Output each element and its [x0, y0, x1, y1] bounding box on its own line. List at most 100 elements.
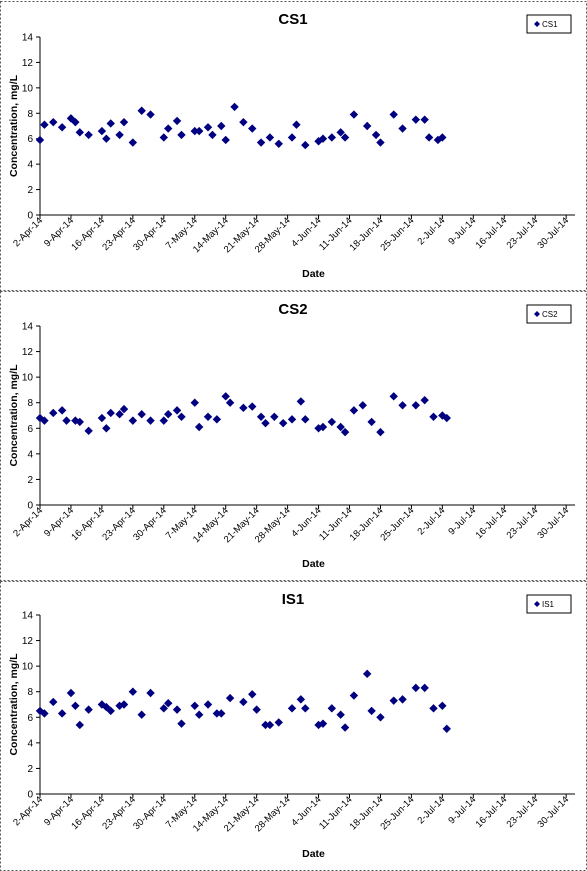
data-point	[208, 130, 217, 140]
y-tick-label: 6	[27, 424, 33, 435]
legend: IS1	[526, 594, 572, 614]
data-point	[119, 117, 129, 127]
y-tick-label: 10	[22, 83, 34, 94]
data-point	[411, 401, 421, 410]
panel-frame	[0, 581, 587, 871]
data-point	[318, 719, 328, 728]
y-tick-label: 14	[22, 33, 34, 44]
data-point	[190, 126, 199, 136]
y-tick-label: 0	[27, 790, 33, 801]
data-point	[177, 130, 186, 140]
data-point	[398, 695, 407, 704]
data-point	[66, 688, 76, 698]
data-point	[62, 416, 71, 425]
data-point	[217, 709, 226, 718]
data-point	[376, 713, 385, 722]
data-point	[106, 706, 115, 716]
y-tick-label: 10	[22, 373, 34, 384]
x-axis-label: Date	[302, 558, 325, 570]
y-tick-label: 8	[27, 398, 33, 409]
data-point	[172, 116, 182, 126]
data-point	[40, 120, 49, 129]
data-point	[362, 121, 372, 131]
legend: CS1	[526, 14, 572, 34]
chart-panel-cs2: CS2024681012142-Apr-149-Apr-1416-Apr-142…	[0, 291, 587, 581]
data-point	[376, 427, 385, 437]
y-tick-label: 8	[27, 687, 33, 698]
data-point	[115, 130, 124, 140]
data-point	[137, 710, 146, 719]
data-point	[287, 704, 297, 713]
data-point	[190, 701, 199, 710]
legend-marker-icon	[534, 601, 540, 607]
data-point	[336, 422, 345, 432]
data-point	[274, 718, 283, 727]
data-point	[172, 406, 182, 415]
legend-box	[526, 14, 572, 34]
data-point	[146, 688, 155, 698]
data-point	[177, 719, 186, 728]
y-tick-label: 14	[22, 611, 34, 622]
data-point	[159, 133, 169, 142]
data-point	[301, 140, 310, 150]
data-point	[172, 705, 182, 714]
data-point	[75, 417, 84, 427]
data-point	[164, 410, 173, 419]
y-axis-label: Concentration, mg/L	[8, 364, 20, 467]
data-point	[49, 117, 58, 127]
data-point	[159, 704, 169, 713]
data-point	[49, 697, 58, 707]
x-axis-label: Date	[302, 268, 325, 280]
legend-box	[526, 594, 572, 614]
data-point	[274, 139, 283, 148]
data-point	[225, 693, 235, 703]
data-point	[261, 418, 270, 428]
data-point	[327, 133, 337, 142]
data-point	[40, 709, 49, 718]
legend-marker-icon	[534, 21, 540, 27]
data-point	[318, 422, 328, 432]
y-tick-label: 8	[27, 109, 33, 120]
data-point	[248, 124, 257, 133]
data-point	[367, 417, 376, 427]
data-point	[84, 130, 93, 140]
data-point	[340, 133, 350, 142]
data-point	[411, 115, 421, 124]
data-point	[367, 706, 376, 716]
data-point	[429, 412, 438, 421]
data-point	[420, 115, 429, 124]
data-point	[146, 110, 155, 119]
data-point	[270, 412, 279, 421]
data-point	[239, 117, 248, 127]
data-point	[261, 720, 270, 730]
data-point	[314, 137, 323, 146]
data-point	[239, 697, 248, 707]
data-point	[177, 412, 186, 421]
data-point	[349, 406, 359, 415]
data-point	[398, 124, 407, 133]
data-point	[442, 413, 451, 423]
data-point	[57, 123, 67, 132]
legend-label: IS1	[542, 600, 555, 609]
data-point	[203, 412, 213, 421]
y-tick-label: 6	[27, 713, 33, 724]
data-point	[128, 687, 138, 696]
y-tick-label: 4	[27, 160, 33, 171]
y-tick-label: 6	[27, 134, 33, 145]
y-axis-label: Concentration, mg/L	[8, 653, 20, 756]
data-point	[217, 121, 226, 131]
data-point	[212, 415, 222, 424]
data-point	[376, 138, 385, 147]
data-point	[75, 720, 84, 730]
data-point	[301, 704, 310, 713]
chart-panel-cs1: CS1024681012142-Apr-149-Apr-1416-Apr-142…	[0, 1, 587, 291]
data-point	[84, 705, 93, 714]
data-point	[252, 705, 261, 714]
legend: CS2	[526, 304, 572, 324]
data-point	[106, 119, 115, 128]
data-point	[75, 128, 84, 137]
panel-frame	[0, 291, 587, 581]
data-point	[389, 110, 398, 119]
y-tick-label: 14	[22, 322, 34, 333]
